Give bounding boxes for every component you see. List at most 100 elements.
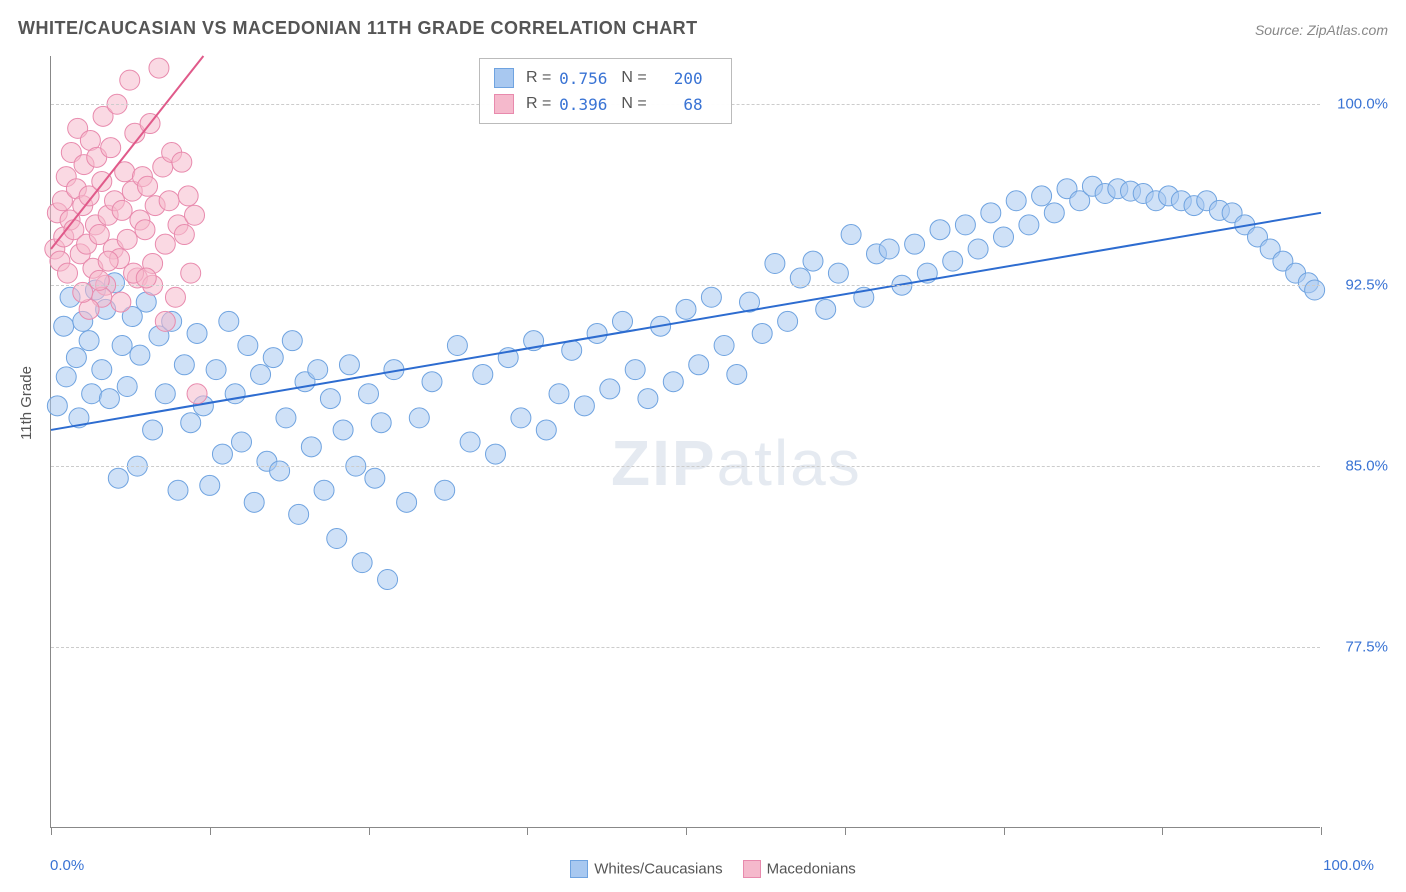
scatter-point: [600, 379, 620, 399]
scatter-point: [225, 384, 245, 404]
scatter-point: [486, 444, 506, 464]
scatter-point: [1305, 280, 1325, 300]
scatter-point: [112, 336, 132, 356]
scatter-point: [460, 432, 480, 452]
gridline: [51, 466, 1320, 467]
scatter-point: [112, 200, 132, 220]
scatter-point: [365, 468, 385, 488]
scatter-point: [174, 355, 194, 375]
scatter-point: [138, 176, 158, 196]
scatter-point: [117, 229, 137, 249]
legend-r-value: 0.396: [555, 95, 607, 114]
legend-n-value: 68: [651, 95, 703, 114]
scatter-point: [841, 225, 861, 245]
chart-title: WHITE/CAUCASIAN VS MACEDONIAN 11TH GRADE…: [18, 18, 698, 39]
scatter-point: [1006, 191, 1026, 211]
scatter-point: [333, 420, 353, 440]
gridline: [51, 647, 1320, 648]
scatter-point: [82, 384, 102, 404]
legend-swatch: [494, 68, 514, 88]
scatter-point: [1032, 186, 1052, 206]
scatter-point: [447, 336, 467, 356]
scatter-point: [689, 355, 709, 375]
legend-n-value: 200: [651, 69, 703, 88]
trend-line: [51, 213, 1321, 430]
scatter-point: [99, 389, 119, 409]
scatter-point: [251, 364, 271, 384]
scatter-point: [276, 408, 296, 428]
scatter-point: [1044, 203, 1064, 223]
scatter-point: [828, 263, 848, 283]
scatter-point: [327, 529, 347, 549]
chart-source: Source: ZipAtlas.com: [1255, 22, 1388, 38]
scatter-point: [549, 384, 569, 404]
scatter-point: [219, 311, 239, 331]
x-tick: [1321, 827, 1322, 835]
scatter-point: [765, 253, 785, 273]
legend-box: R =0.756N =200R =0.396N =68: [479, 58, 732, 124]
scatter-point: [181, 413, 201, 433]
scatter-point: [352, 553, 372, 573]
scatter-point: [289, 504, 309, 524]
scatter-point: [714, 336, 734, 356]
scatter-point: [778, 311, 798, 331]
scatter-point: [187, 323, 207, 343]
scatter-point: [905, 234, 925, 254]
footer-label: Macedonians: [767, 861, 856, 878]
legend-swatch: [494, 94, 514, 114]
scatter-point: [930, 220, 950, 240]
legend-row: R =0.396N =68: [494, 91, 717, 117]
scatter-point: [238, 336, 258, 356]
scatter-point: [943, 251, 963, 271]
scatter-point: [92, 360, 112, 380]
scatter-point: [473, 364, 493, 384]
scatter-point: [135, 220, 155, 240]
scatter-point: [232, 432, 252, 452]
scatter-point: [244, 492, 264, 512]
scatter-point: [263, 348, 283, 368]
scatter-point: [54, 316, 74, 336]
scatter-point: [613, 311, 633, 331]
scatter-point: [308, 360, 328, 380]
scatter-point: [727, 364, 747, 384]
scatter-point: [562, 340, 582, 360]
scatter-point: [587, 323, 607, 343]
scatter-point: [172, 152, 192, 172]
legend-row: R =0.756N =200: [494, 65, 717, 91]
footer-swatch: [570, 860, 588, 878]
x-max-label: 100.0%: [1323, 857, 1374, 874]
scatter-point: [168, 480, 188, 500]
scatter-point: [212, 444, 232, 464]
scatter-point: [98, 251, 118, 271]
scatter-point: [314, 480, 334, 500]
scatter-point: [155, 384, 175, 404]
scatter-point: [66, 348, 86, 368]
x-tick: [369, 827, 370, 835]
scatter-point: [270, 461, 290, 481]
scatter-point: [371, 413, 391, 433]
x-tick: [845, 827, 846, 835]
scatter-point: [701, 287, 721, 307]
x-tick: [51, 827, 52, 835]
y-axis-label: 11th Grade: [18, 366, 35, 440]
scatter-point: [320, 389, 340, 409]
y-tick-label: 77.5%: [1345, 639, 1388, 656]
scatter-point: [625, 360, 645, 380]
scatter-point: [422, 372, 442, 392]
x-tick: [1162, 827, 1163, 835]
scatter-point: [120, 70, 140, 90]
scatter-point: [879, 239, 899, 259]
scatter-point: [816, 299, 836, 319]
scatter-point: [89, 270, 109, 290]
scatter-point: [676, 299, 696, 319]
scatter-point: [955, 215, 975, 235]
legend-r-label: R =: [526, 95, 551, 113]
y-tick-label: 85.0%: [1345, 458, 1388, 475]
scatter-point: [574, 396, 594, 416]
scatter-point: [803, 251, 823, 271]
scatter-point: [79, 331, 99, 351]
scatter-point: [58, 263, 78, 283]
scatter-point: [155, 311, 175, 331]
scatter-point: [994, 227, 1014, 247]
scatter-point: [143, 420, 163, 440]
